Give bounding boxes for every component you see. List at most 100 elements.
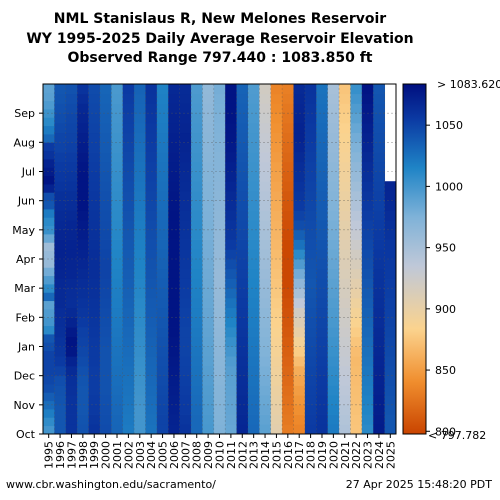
heatmap-cell xyxy=(43,409,55,418)
heatmap-cell xyxy=(213,200,226,211)
heatmap-cell xyxy=(54,414,67,425)
colorbar-max-label: > 1083.620 xyxy=(437,78,500,91)
heatmap-cell xyxy=(191,375,203,386)
heatmap-cell xyxy=(236,113,249,124)
heatmap-cell xyxy=(316,103,329,114)
heatmap-cell xyxy=(350,152,363,163)
heatmap-cell xyxy=(247,395,260,406)
heatmap-cell xyxy=(293,132,306,143)
heatmap-cell xyxy=(88,414,101,425)
heatmap-cell xyxy=(236,84,249,95)
heatmap-cell xyxy=(259,336,272,347)
heatmap-cell xyxy=(145,307,158,318)
y-axis: Oct Nov Dec Jan Feb Mar Apr May Jun Jul Aug Sep xyxy=(12,107,43,441)
heatmap-cell xyxy=(145,365,158,377)
heatmap-cell xyxy=(54,122,67,134)
heatmap-cell xyxy=(99,297,112,309)
heatmap-cell xyxy=(361,84,374,95)
x-tick-label: 1996 xyxy=(54,441,67,469)
heatmap-cell xyxy=(316,288,329,299)
heatmap-cell xyxy=(282,171,294,182)
heatmap-cell xyxy=(316,365,329,377)
heatmap-cell xyxy=(202,161,215,172)
heatmap-cell xyxy=(77,395,89,406)
heatmap-cell xyxy=(225,161,237,172)
heatmap-cell xyxy=(384,229,397,240)
heatmap-cell xyxy=(236,346,249,357)
heatmap-cell xyxy=(282,336,294,347)
heatmap-cell xyxy=(202,239,215,250)
heatmap-cell xyxy=(282,327,294,338)
heatmap-cell xyxy=(54,142,67,153)
heatmap-cell xyxy=(179,307,192,318)
heatmap-cell xyxy=(361,142,374,153)
heatmap-cell xyxy=(122,93,135,104)
heatmap-cell xyxy=(202,375,215,386)
heatmap-cell xyxy=(88,200,101,211)
heatmap-cell xyxy=(384,220,397,231)
heatmap-cell xyxy=(327,84,340,95)
heatmap-cell xyxy=(213,395,226,406)
heatmap-cell xyxy=(111,220,124,231)
heatmap-cell xyxy=(384,268,397,279)
heatmap-cell xyxy=(236,161,249,172)
heatmap-cell xyxy=(225,375,237,386)
heatmap-cell xyxy=(236,93,249,104)
heatmap-cell xyxy=(168,84,181,95)
heatmap-cell xyxy=(156,122,169,134)
heatmap-cell xyxy=(339,229,351,240)
heatmap-cell xyxy=(384,288,397,299)
heatmap-cell xyxy=(304,336,317,347)
heatmap-cell xyxy=(247,200,260,211)
heatmap-cell xyxy=(350,181,363,192)
heatmap-cell xyxy=(225,181,237,192)
heatmap-cell xyxy=(202,278,215,289)
heatmap-cell xyxy=(191,142,203,153)
x-tick-label: 2000 xyxy=(100,441,113,469)
heatmap-cell xyxy=(156,171,169,182)
heatmap-cell xyxy=(293,181,306,192)
heatmap-cell xyxy=(247,132,260,143)
heatmap-cell xyxy=(282,249,294,260)
heatmap-cell xyxy=(259,181,272,192)
heatmap-cell xyxy=(282,122,294,134)
heatmap-cell xyxy=(373,404,386,415)
heatmap-cell xyxy=(145,122,158,134)
heatmap-cell xyxy=(304,375,317,386)
heatmap-cell xyxy=(191,385,203,396)
heatmap-cell xyxy=(247,239,260,250)
heatmap-cell xyxy=(88,356,101,367)
heatmap-cell xyxy=(293,297,306,309)
heatmap-cell xyxy=(316,424,329,435)
heatmap-cell xyxy=(361,113,374,124)
heatmap-cell xyxy=(179,327,192,338)
heatmap-cell xyxy=(293,307,306,318)
heatmap-cell xyxy=(77,239,89,250)
heatmap-cell xyxy=(122,356,135,367)
heatmap-cell xyxy=(168,278,181,289)
heatmap-cell xyxy=(122,190,135,202)
heatmap-cell xyxy=(373,259,386,270)
heatmap-cell xyxy=(168,365,181,377)
heatmap-cell xyxy=(179,317,192,328)
heatmap-cell xyxy=(293,414,306,425)
heatmap-cell xyxy=(236,375,249,386)
heatmap-cell xyxy=(191,317,203,328)
heatmap-cell xyxy=(202,317,215,328)
heatmap-cell xyxy=(225,239,237,250)
heatmap-cell xyxy=(304,356,317,367)
heatmap-cell xyxy=(293,103,306,114)
y-tick-label: Jul xyxy=(21,166,35,179)
timestamp: 27 Apr 2025 15:48:20 PDT xyxy=(345,478,492,491)
heatmap-cell xyxy=(247,336,260,347)
heatmap-cell xyxy=(134,210,146,221)
heatmap-cell xyxy=(122,307,135,318)
heatmap-cell xyxy=(361,200,374,211)
heatmap-cell xyxy=(384,356,397,367)
heatmap-cell xyxy=(179,404,192,415)
heatmap-cell xyxy=(65,84,78,95)
heatmap-cell xyxy=(213,288,226,299)
heatmap-cell xyxy=(327,229,340,240)
heatmap-cell xyxy=(213,93,226,104)
heatmap-cell xyxy=(54,268,67,279)
